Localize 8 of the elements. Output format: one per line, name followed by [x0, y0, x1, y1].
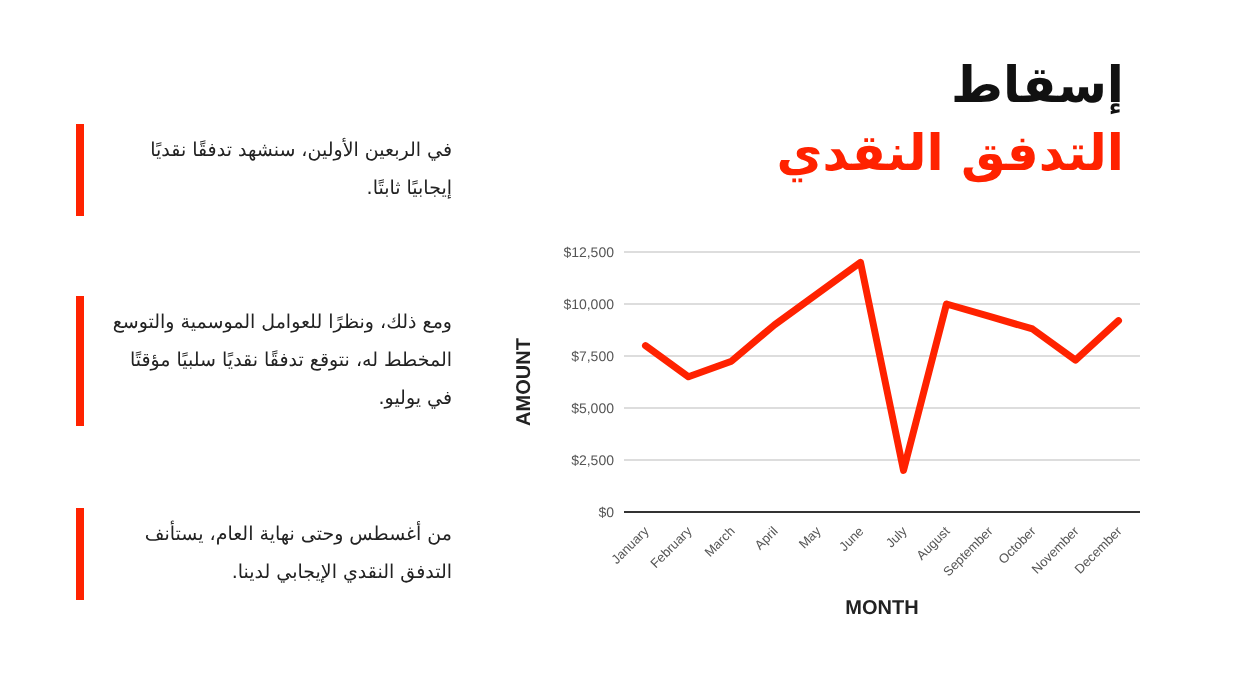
annotation: من أغسطس وحتى نهاية العام، يستأنف التدفق النقدي الإيجابي لدينا.	[76, 508, 452, 600]
title: إسقاط	[951, 56, 1124, 114]
annotation: في الربعين الأولين، سنشهد تدفقًا نقديًا إيجابيًا ثابتًا.	[76, 124, 452, 216]
annotation: ومع ذلك، ونظرًا للعوامل الموسمية والتوسع المخطط له، نتوقع تدفقًا نقديًا سلبيًا مؤقتًا في يوليو.	[76, 296, 452, 426]
x-axis-title: MONTH	[845, 598, 919, 620]
subtitle: التدفق النقدي	[776, 124, 1124, 182]
y-axis-title: AMOUNT	[514, 338, 536, 426]
line-series	[642, 258, 1122, 474]
